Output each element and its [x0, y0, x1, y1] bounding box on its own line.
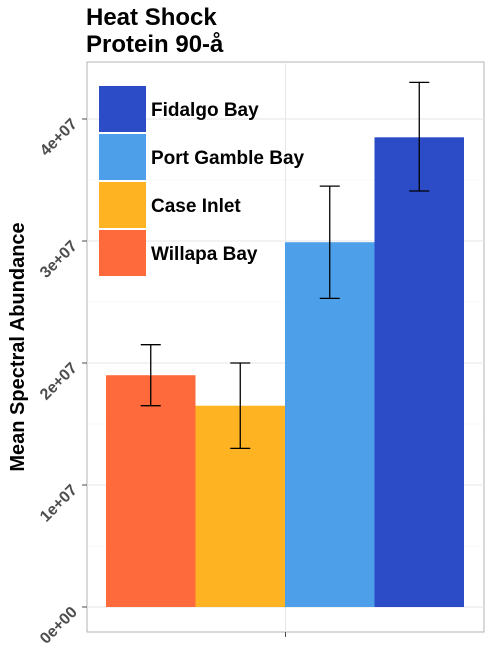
legend: Fidalgo Bay Port Gamble Bay Case Inlet Will…	[99, 86, 305, 276]
legend-key-willapa-bay	[99, 230, 146, 276]
y-tick-label: 3e+07	[37, 238, 81, 282]
chart-title-line-1: Heat Shock	[86, 4, 217, 31]
chart-title: Heat Shock Protein 90-å	[86, 4, 223, 58]
y-axis: 0e+00 1e+07 2e+07 3e+07 4e+07	[37, 116, 87, 648]
error-bar-port-gamble-bay	[319, 185, 340, 299]
chart-title-line-2: Protein 90-å	[86, 31, 224, 58]
y-tick-label: 4e+07	[37, 116, 81, 160]
legend-label-fidalgo-bay: Fidalgo Bay	[151, 100, 259, 121]
legend-label-port-gamble-bay: Port Gamble Bay	[151, 148, 305, 169]
error-bar-fidalgo-bay	[409, 81, 430, 192]
legend-key-fidalgo-bay	[99, 86, 146, 132]
bar-willapa-bay	[106, 375, 196, 607]
error-bars	[140, 81, 430, 450]
bar-port-gamble-bay	[285, 242, 375, 607]
y-axis-label: Mean Spectral Abundance	[7, 222, 29, 471]
legend-label-willapa-bay: Willapa Bay	[151, 244, 258, 265]
error-bar-case-inlet	[230, 362, 251, 450]
bar-fidalgo-bay	[374, 137, 464, 608]
legend-key-case-inlet	[99, 182, 146, 228]
y-tick-label: 1e+07	[37, 482, 81, 526]
y-tick-label: 2e+07	[37, 360, 81, 404]
legend-key-port-gamble-bay	[99, 134, 146, 180]
error-bar-willapa-bay	[140, 344, 161, 407]
y-tick-label: 0e+00	[37, 604, 81, 648]
legend-label-case-inlet: Case Inlet	[151, 196, 241, 217]
